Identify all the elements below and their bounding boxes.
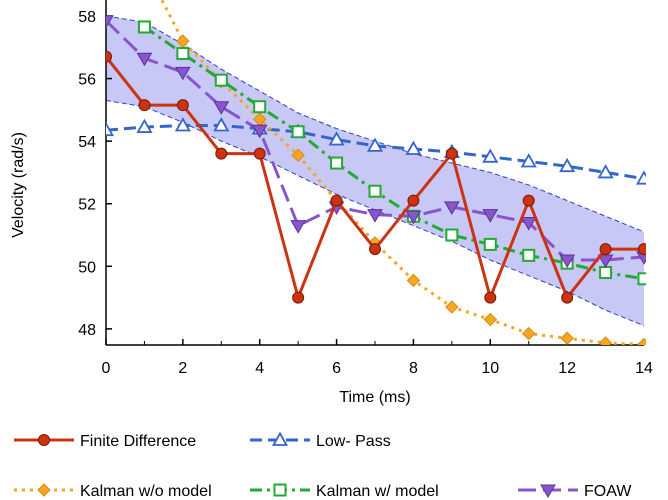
legend-label: FOAW [584,483,632,500]
series-finite-difference [106,50,646,304]
legend-item: FOAW [518,483,632,500]
legend-marker [37,483,51,497]
data-point [561,291,574,304]
data-point [136,118,153,133]
data-point [560,331,574,345]
data-point [484,291,497,304]
data-point [176,34,190,48]
legend-item: Kalman w/ model [250,483,439,500]
data-point [638,243,646,256]
data-point [405,140,422,155]
data-point [637,337,646,345]
data-point [176,47,190,61]
data-point [176,99,189,112]
data-point [251,124,268,139]
data-point [106,121,115,137]
data-point [367,209,383,223]
data-point [106,50,112,63]
data-point [330,194,343,207]
data-point [405,210,422,225]
y-axis-label: Velocity (rad/s) [10,132,27,238]
data-point [368,184,382,198]
legend-item: Kalman w/o model [14,483,212,500]
data-point [291,125,305,139]
y-tick-label: 52 [78,197,96,214]
x-tick-label: 10 [481,360,499,377]
legend-item: Finite Difference [14,433,196,450]
data-point [290,220,307,234]
data-point [174,66,191,81]
legend-item: Low- Pass [250,431,391,450]
data-point [292,291,305,304]
x-tick-label: 2 [178,360,187,377]
data-point [214,73,228,87]
legend-label: Kalman w/o model [80,483,212,500]
data-point [445,228,459,242]
legend-marker [540,484,556,498]
data-point [443,201,460,215]
data-point [406,273,421,288]
data-point [253,147,266,160]
data-point [520,216,537,231]
legend-marker [273,483,287,497]
data-point [369,243,381,256]
data-point [328,131,345,146]
data-point [635,170,646,185]
data-point [215,147,228,160]
x-tick-label: 8 [409,360,418,377]
data-point [445,300,459,314]
data-point [137,20,151,34]
data-point [520,153,537,168]
data-point [291,148,305,162]
y-tick-label: 58 [78,9,96,26]
data-point [522,194,535,207]
x-tick-label: 14 [635,360,653,377]
legend-label: Low- Pass [316,433,391,450]
x-tick-label: 4 [255,360,264,377]
data-point [407,194,420,207]
data-point [637,272,646,286]
data-point [522,248,536,262]
data-point [174,117,191,132]
data-point [599,266,613,280]
x-tick-label: 12 [558,360,576,377]
legend-marker [271,431,289,446]
data-point [559,254,576,269]
data-point [599,243,612,256]
data-point [138,99,151,112]
legend-marker [38,434,50,446]
data-point [597,164,614,179]
y-tick-label: 56 [78,72,96,89]
data-point [598,336,613,345]
data-point [213,117,230,132]
data-point [483,312,497,327]
data-point [482,148,499,163]
x-tick-label: 0 [102,360,111,377]
data-point [213,101,230,115]
data-point [483,237,497,251]
legend: Finite Difference Low- Pass Kalman w/o mod… [14,431,632,500]
data-point [330,156,344,170]
data-point [253,100,267,114]
x-tick-label: 6 [332,360,341,377]
x-axis-label: Time (ms) [339,389,410,406]
data-point [522,326,536,341]
data-point [559,157,576,173]
data-point [106,15,114,29]
data-point [445,147,458,160]
y-tick-label: 48 [78,322,96,339]
legend-label: Kalman w/ model [316,483,439,500]
series-line [160,0,645,345]
data-point [366,137,384,152]
data-point [136,52,153,67]
series-layer [106,0,646,345]
series-foaw [106,15,646,269]
y-tick-label: 50 [78,259,96,276]
data-point [482,209,499,223]
y-tick-label: 54 [78,134,96,151]
legend-label: Finite Difference [80,433,196,450]
